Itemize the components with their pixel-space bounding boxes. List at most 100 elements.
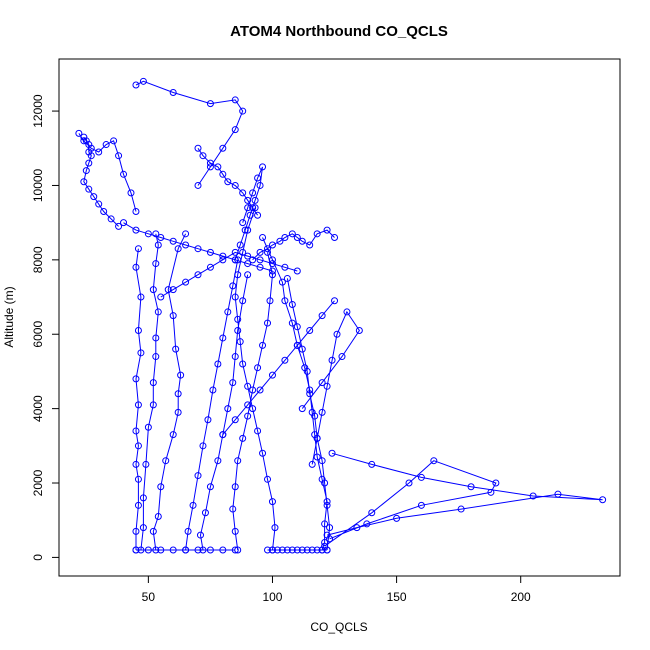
data-point <box>194 144 202 152</box>
profile-line <box>78 133 137 212</box>
data-point <box>214 457 222 465</box>
data-point <box>264 248 272 256</box>
data-point <box>249 204 257 212</box>
data-point <box>134 401 142 409</box>
data-point <box>318 408 326 416</box>
data-point <box>214 360 222 368</box>
data-point <box>199 152 207 160</box>
profile-line <box>152 233 187 551</box>
data-point <box>328 356 336 364</box>
x-tick-label: 100 <box>262 590 282 604</box>
data-point <box>142 460 150 468</box>
data-point <box>278 546 286 554</box>
flight-profile <box>219 297 339 439</box>
data-point <box>355 327 363 335</box>
data-point <box>199 442 207 450</box>
data-point <box>139 77 147 85</box>
data-point <box>137 349 145 357</box>
data-point <box>149 286 157 294</box>
data-point <box>343 308 351 316</box>
data-point <box>231 181 239 189</box>
data-point <box>239 360 247 368</box>
data-point <box>239 297 247 305</box>
data-point <box>206 483 214 491</box>
data-point <box>144 230 152 238</box>
data-point <box>182 241 190 249</box>
profile-line <box>222 300 335 436</box>
flight-profile <box>132 245 145 554</box>
data-point <box>281 297 289 305</box>
data-point <box>224 178 232 186</box>
data-point <box>134 245 142 253</box>
data-point <box>268 546 276 554</box>
data-point <box>281 263 289 271</box>
flight-profile <box>249 226 339 264</box>
data-point <box>169 312 177 320</box>
data-point <box>234 327 242 335</box>
data-point <box>219 546 227 554</box>
data-point <box>169 286 177 294</box>
data-point <box>256 256 264 264</box>
data-point <box>333 330 341 338</box>
data-point <box>264 546 272 554</box>
data-point <box>224 308 232 316</box>
data-point <box>259 234 267 242</box>
data-point <box>152 353 160 361</box>
data-point <box>90 193 98 201</box>
data-point <box>259 341 267 349</box>
data-point <box>157 234 165 242</box>
data-point <box>268 267 276 275</box>
profile-line <box>140 233 159 551</box>
data-point <box>268 271 276 279</box>
data-point <box>134 501 142 509</box>
data-point <box>318 457 326 465</box>
data-point <box>169 88 177 96</box>
data-point <box>271 524 279 532</box>
data-point <box>273 546 281 554</box>
data-point <box>298 237 306 245</box>
data-point <box>323 226 331 234</box>
data-point <box>281 356 289 364</box>
data-point <box>201 509 209 517</box>
data-point <box>293 341 301 349</box>
data-point <box>368 460 376 468</box>
flight-profile <box>264 546 331 554</box>
data-point <box>152 334 160 342</box>
data-point <box>194 245 202 253</box>
data-point <box>338 353 346 361</box>
data-point <box>244 252 252 260</box>
data-point <box>306 241 314 249</box>
data-point <box>137 293 145 301</box>
data-point <box>219 256 227 264</box>
data-point <box>303 546 311 554</box>
x-tick-label: 150 <box>387 590 407 604</box>
data-point <box>244 382 252 390</box>
data-point <box>132 226 140 234</box>
data-point <box>254 211 262 219</box>
data-point <box>244 412 252 420</box>
data-point <box>288 230 296 238</box>
data-point <box>132 81 140 89</box>
data-point <box>306 327 314 335</box>
data-point <box>393 514 401 522</box>
data-point <box>231 483 239 491</box>
data-point <box>239 434 247 442</box>
data-point <box>283 546 291 554</box>
data-point <box>268 371 276 379</box>
flight-profile <box>194 144 262 219</box>
y-tick-label: 10000 <box>31 168 45 202</box>
data-point <box>234 457 242 465</box>
data-point <box>194 472 202 480</box>
data-point <box>157 546 165 554</box>
data-point <box>281 234 289 242</box>
data-point <box>239 107 247 115</box>
data-point <box>321 520 329 528</box>
data-point <box>249 386 257 394</box>
data-point <box>259 163 267 171</box>
y-tick-label: 8000 <box>31 246 45 273</box>
data-point <box>298 405 306 413</box>
y-tick-label: 6000 <box>31 321 45 348</box>
profile-line <box>301 310 361 465</box>
data-point <box>298 546 306 554</box>
data-point <box>152 230 160 238</box>
